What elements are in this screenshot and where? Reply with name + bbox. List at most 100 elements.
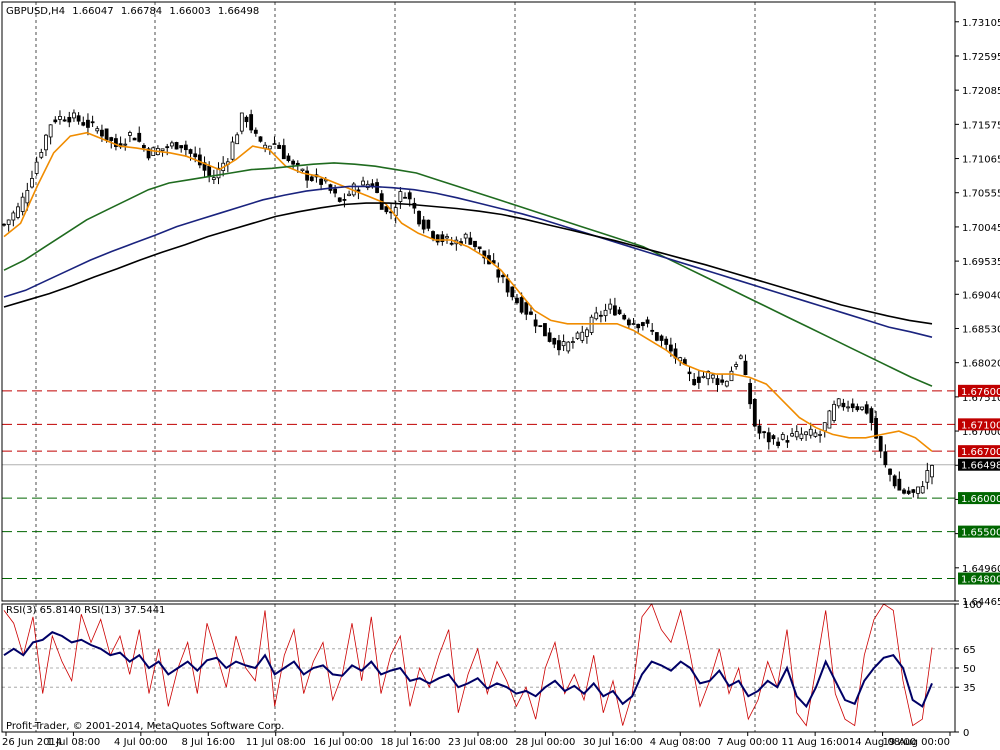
copyright-label: Profit-Trader, © 2001-2014, MetaQuotes S… <box>6 721 284 732</box>
candle-body <box>710 374 715 379</box>
level-tag-label: 1.66700 <box>961 447 1000 458</box>
candle-body <box>524 302 529 315</box>
candle-body <box>575 332 580 339</box>
candle-body <box>25 190 30 204</box>
rsi-tick-label: 35 <box>963 683 976 694</box>
candle-body <box>785 440 790 443</box>
candle-body <box>356 189 361 192</box>
candle-body <box>790 433 795 437</box>
symbol-label: GBPUSD,H4 <box>6 6 65 17</box>
price-tick-label: 1.72085 <box>962 86 1000 97</box>
candle-body <box>585 329 589 337</box>
level-tag-label: 1.65500 <box>961 528 1000 539</box>
candle-body <box>6 219 11 225</box>
candle-body <box>426 219 431 229</box>
price-panel[interactable] <box>2 2 955 601</box>
candle-body <box>752 398 757 427</box>
time-tick-label: 14 Aug 08:00 <box>849 737 916 748</box>
time-tick-label: 7 Aug 00:00 <box>717 737 778 748</box>
candle-body <box>874 418 878 439</box>
candle-body <box>123 143 128 146</box>
rsi-panel[interactable] <box>2 603 955 732</box>
candle-body <box>757 425 762 434</box>
level-tag-1.67600 <box>958 384 1000 397</box>
candle-body <box>659 335 664 341</box>
candle-body <box>589 316 594 333</box>
level-tag-1.64800 <box>958 572 1000 585</box>
candle-body <box>571 341 575 343</box>
candle-body <box>137 132 142 142</box>
rsi-tick-label: 50 <box>963 664 976 675</box>
candle-body <box>631 323 636 325</box>
level-tag-label: 1.67100 <box>961 420 1000 431</box>
candle-body <box>911 489 916 493</box>
candle-body <box>547 332 552 342</box>
candle-body <box>48 124 53 138</box>
candle-body <box>440 234 445 242</box>
candle-body <box>263 144 268 149</box>
candle-body <box>58 116 62 120</box>
candle-body <box>188 149 193 154</box>
candle-body <box>599 314 603 317</box>
candle-body <box>706 370 711 380</box>
candle-body <box>11 212 16 221</box>
candle-body <box>34 161 39 174</box>
candle-body <box>654 332 659 341</box>
candle-body <box>72 112 76 119</box>
rsi-tick-label: 0 <box>963 728 969 739</box>
candle-body <box>813 432 818 437</box>
candle-body <box>16 206 20 218</box>
candle-body <box>347 193 351 196</box>
candle-body <box>822 422 827 432</box>
candle-body <box>734 364 739 367</box>
price-tick-label: 1.71065 <box>962 155 1000 166</box>
candle-body <box>281 145 286 160</box>
candle-body <box>566 341 571 352</box>
candle-body <box>729 370 734 382</box>
candle-body <box>146 148 151 159</box>
rsi-line-1 <box>3 631 933 709</box>
candle-body <box>104 128 109 141</box>
candle-body <box>398 191 403 202</box>
candle-body <box>193 153 198 158</box>
time-tick-label: 23 Jul 08:00 <box>448 737 508 748</box>
candle-body <box>715 378 720 386</box>
candle-body <box>258 136 263 142</box>
level-tag-label: 1.64800 <box>961 575 1000 586</box>
candle-body <box>538 325 543 327</box>
candle-body <box>612 305 617 316</box>
candle-body <box>860 406 864 410</box>
candle-body <box>594 312 599 320</box>
candle-body <box>109 137 114 141</box>
candle-body <box>543 323 547 337</box>
candle-body <box>930 465 934 478</box>
candle-body <box>235 134 240 145</box>
candle-body <box>864 404 869 414</box>
candle-body <box>309 176 314 181</box>
current-price-label: 1.66498 <box>961 461 1000 472</box>
candle-body <box>846 406 850 409</box>
candle-body <box>207 165 212 176</box>
price-tick-label: 1.71575 <box>962 120 1000 131</box>
candle-body <box>720 379 725 383</box>
candle-body <box>510 286 515 298</box>
candle-body <box>603 309 608 317</box>
candle-body <box>30 178 34 188</box>
candle-body <box>892 475 897 487</box>
chart-header: GBPUSD,H4 1.66047 1.66784 1.66003 1.6649… <box>6 6 259 17</box>
candle-body <box>519 297 524 313</box>
candle-body <box>533 319 538 327</box>
candle-body <box>766 432 771 443</box>
candle-body <box>211 177 216 180</box>
candle-body <box>435 234 440 243</box>
candle-body <box>216 167 221 179</box>
candle-body <box>738 355 743 359</box>
price-frame <box>1 1 956 602</box>
candle-body <box>696 376 701 383</box>
level-tag-1.65500 <box>958 525 1000 538</box>
time-tick-label: 11 Jul 08:00 <box>246 737 306 748</box>
candle-body <box>626 319 631 326</box>
candle-body <box>916 486 920 494</box>
